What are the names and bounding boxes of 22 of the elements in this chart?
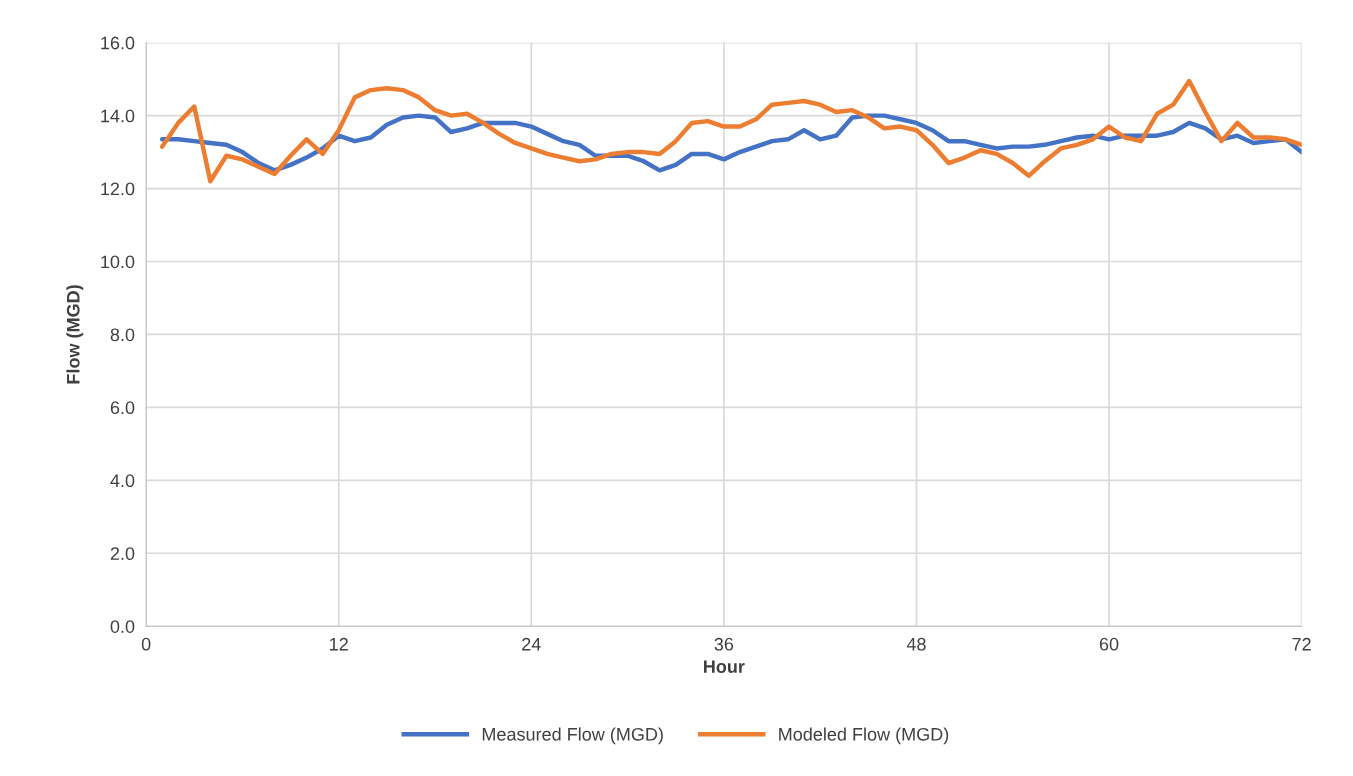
x-tick-label: 24: [522, 637, 541, 651]
x-tick-label: 12: [330, 637, 348, 651]
line-series: [159, 113, 1302, 173]
y-tick-label: 14.0: [101, 109, 135, 123]
y-tick-label: 2.0: [110, 547, 135, 561]
y-axis-title: Flow (MGD): [66, 285, 84, 384]
legend-label: Measured Flow (MGD): [482, 727, 663, 745]
x-tick-label: 60: [1099, 637, 1119, 651]
line-series: [159, 78, 1302, 184]
y-tick-label: 0.0: [110, 620, 135, 633]
x-tick-label: 36: [714, 637, 734, 651]
y-tick-label: 6.0: [110, 401, 135, 415]
y-tick-label: 12.0: [101, 182, 135, 196]
x-axis-title: Hour: [704, 660, 745, 673]
x-tick-label: 0: [141, 637, 151, 651]
y-tick-label: 4.0: [110, 474, 135, 488]
legend-label: Modeled Flow (MGD): [779, 727, 949, 745]
x-tick-label: 72: [1292, 637, 1311, 651]
y-tick-label: 8.0: [110, 328, 135, 342]
y-tick-label: 10.0: [101, 255, 135, 269]
x-tick-label: 48: [906, 637, 926, 651]
y-tick-label: 16.0: [101, 36, 135, 50]
